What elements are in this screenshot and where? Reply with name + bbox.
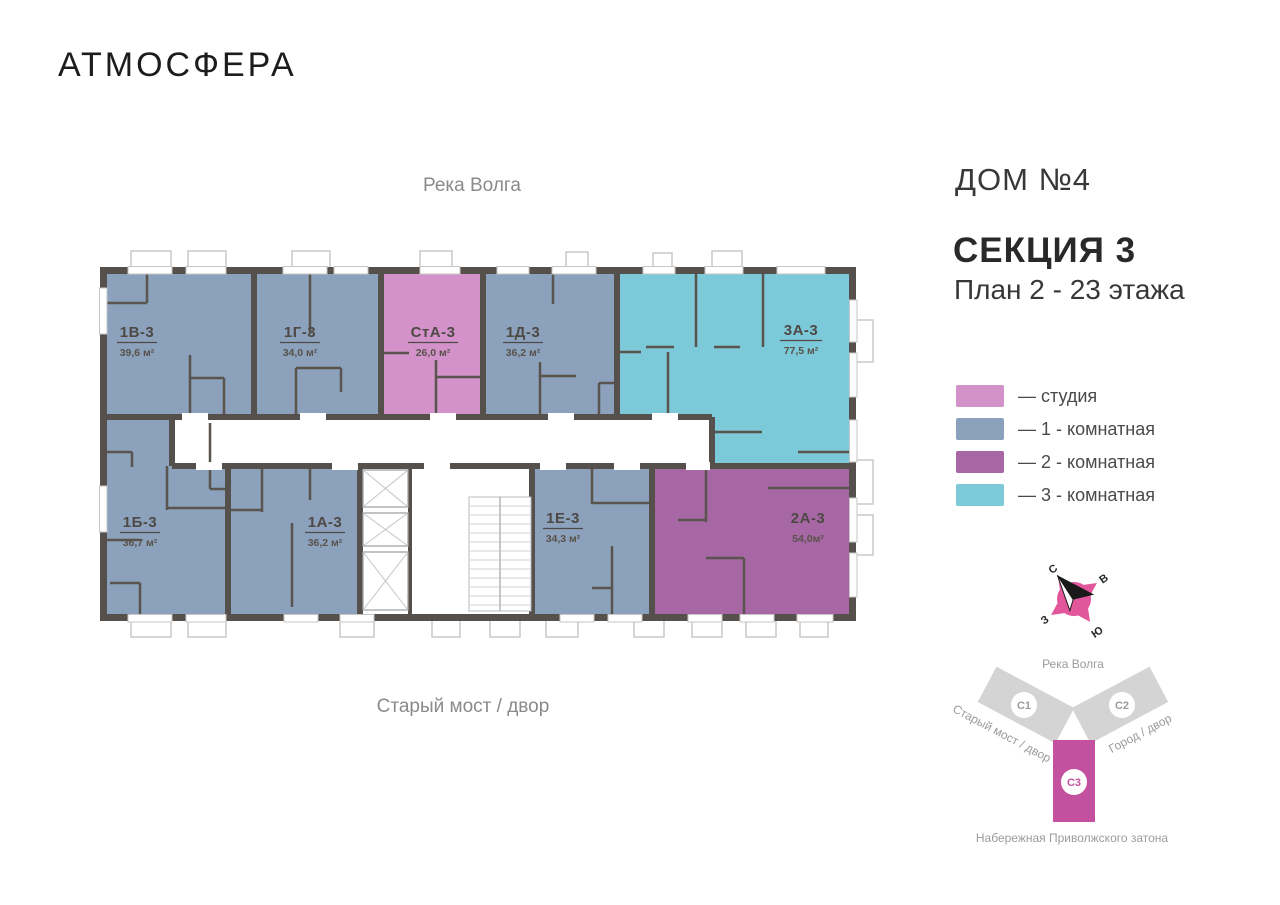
apartment-3a3-fill (617, 270, 853, 417)
site-minimap: Река Волга С1 С2 С3 Старый мост / двор Г… (950, 657, 1174, 845)
street-label: Старый мост / двор (376, 696, 550, 717)
compass-point-e (1083, 582, 1097, 595)
apartment-label-1g3: 1Г-3 34,0 м² (280, 324, 320, 359)
apartment-area: 36,2 м² (308, 537, 343, 549)
plan-subtitle: План 2 - 23 этажа (954, 274, 1185, 305)
apartment-label-1a3: 1А-3 36,2 м² (305, 514, 345, 549)
legend-label-one-room: — 1 - комнатная (1018, 418, 1155, 439)
apartment-name: СтА-3 (411, 324, 456, 341)
apartment-1v3-fill (103, 270, 254, 417)
apartment-area: 77,5 м² (784, 345, 819, 357)
minimap-bottom-label: Набережная Приволжского затона (976, 831, 1169, 845)
apartment-2a3-fill (652, 465, 853, 618)
apartment-label-1v3: 1В-3 39,6 м² (117, 324, 157, 359)
river-label: Река Волга (423, 175, 521, 196)
compass-needle-black (1057, 575, 1095, 600)
apartment-area: 36,2 м² (506, 347, 541, 359)
legend-row-two-room: — 2 - комнатная (956, 451, 1155, 473)
apartment-name: 1Е-3 (546, 510, 580, 527)
apartment-name: 3А-3 (784, 322, 819, 339)
apartment-fills (103, 270, 853, 618)
legend-label-two-room: — 2 - комнатная (1018, 451, 1155, 472)
legend-row-three-room: — 3 - комнатная (956, 484, 1155, 506)
compass-point-w (1051, 603, 1065, 616)
apartment-1g3-fill (254, 270, 381, 417)
legend-swatch-three-room (956, 484, 1004, 506)
legend: — студия — 1 - комнатная — 2 - комнатная… (956, 385, 1155, 517)
apartment-label-3a3: 3А-3 77,5 м² (780, 322, 822, 357)
legend-row-one-room: — 1 - комнатная (956, 418, 1155, 440)
apartment-name: 1Д-3 (506, 324, 540, 341)
door-openings (182, 413, 710, 470)
apartment-name: 2А-3 (791, 510, 826, 527)
brand-logo: АТМОСФЕРА (58, 46, 297, 84)
apartment-1d3-fill (483, 270, 617, 417)
compass-letter-s: Ю (1089, 624, 1105, 640)
legend-swatch-two-room (956, 451, 1004, 473)
legend-swatch-studio (956, 385, 1004, 407)
minimap-c3-badge (1061, 769, 1087, 795)
compass-letter-w: З (1039, 614, 1052, 628)
apartment-label-1e3: 1Е-3 34,3 м² (543, 510, 583, 545)
apartment-area: 54,0м² (792, 533, 824, 545)
balconies (130, 250, 874, 638)
minimap-river-label: Река Волга (1042, 657, 1104, 671)
legend-row-studio: — студия (956, 385, 1155, 407)
minimap-c3-label: С3 (1067, 777, 1081, 789)
elevator-cross-marks (362, 469, 409, 611)
apartment-label-1d3: 1Д-3 36,2 м² (503, 324, 543, 359)
minimap-c1-label: С1 (1017, 700, 1031, 712)
compass-rose: С В Ю З (1039, 562, 1111, 640)
apartment-area: 34,3 м² (546, 533, 581, 545)
legend-label-studio: — студия (1018, 385, 1098, 406)
apartment-1b3-fill-ext (103, 417, 172, 465)
apartment-label-sta3: СтА-3 26,0 м² (408, 324, 458, 359)
apartment-label-1b3: 1Б-3 36,7 м² (120, 514, 160, 549)
minimap-c2-label: С2 (1115, 700, 1129, 712)
apartment-label-2a3: 2А-3 54,0м² (791, 510, 826, 545)
apartment-3a3-fill-ext (712, 417, 853, 467)
house-title: ДОМ №4 (955, 162, 1092, 197)
interior-partitions (103, 270, 853, 618)
compass-letter-e: В (1097, 572, 1110, 586)
minimap-c1-badge (1011, 692, 1037, 718)
apartment-1a3-fill (228, 465, 360, 618)
apartment-name: 1Г-3 (284, 324, 316, 341)
minimap-c2-badge (1109, 692, 1135, 718)
legend-swatch-one-room (956, 418, 1004, 440)
apartment-name: 1Б-3 (123, 514, 157, 531)
apartment-area: 26,0 м² (416, 347, 451, 359)
apartment-1b3-fill (103, 465, 228, 618)
main-walls (103, 270, 853, 618)
apartment-name: 1В-3 (120, 324, 155, 341)
compass-point-s (1078, 608, 1091, 622)
compass-letter-n: С (1047, 562, 1060, 576)
apartment-area: 39,6 м² (120, 347, 155, 359)
compass-body: С В Ю З (1039, 562, 1111, 640)
apartment-name: 1А-3 (308, 514, 343, 531)
section-title: СЕКЦИЯ 3 (953, 231, 1137, 270)
apartment-area: 36,7 м² (123, 537, 158, 549)
legend-label-three-room: — 3 - комнатная (1018, 484, 1155, 505)
apartment-sta3-fill (381, 270, 483, 417)
apartment-labels: 1В-3 39,6 м² 1Г-3 34,0 м² СтА-3 26,0 м² … (117, 322, 825, 549)
staircase (468, 496, 532, 612)
windows (99, 266, 858, 623)
elevators (362, 469, 409, 611)
apartment-area: 34,0 м² (283, 347, 318, 359)
